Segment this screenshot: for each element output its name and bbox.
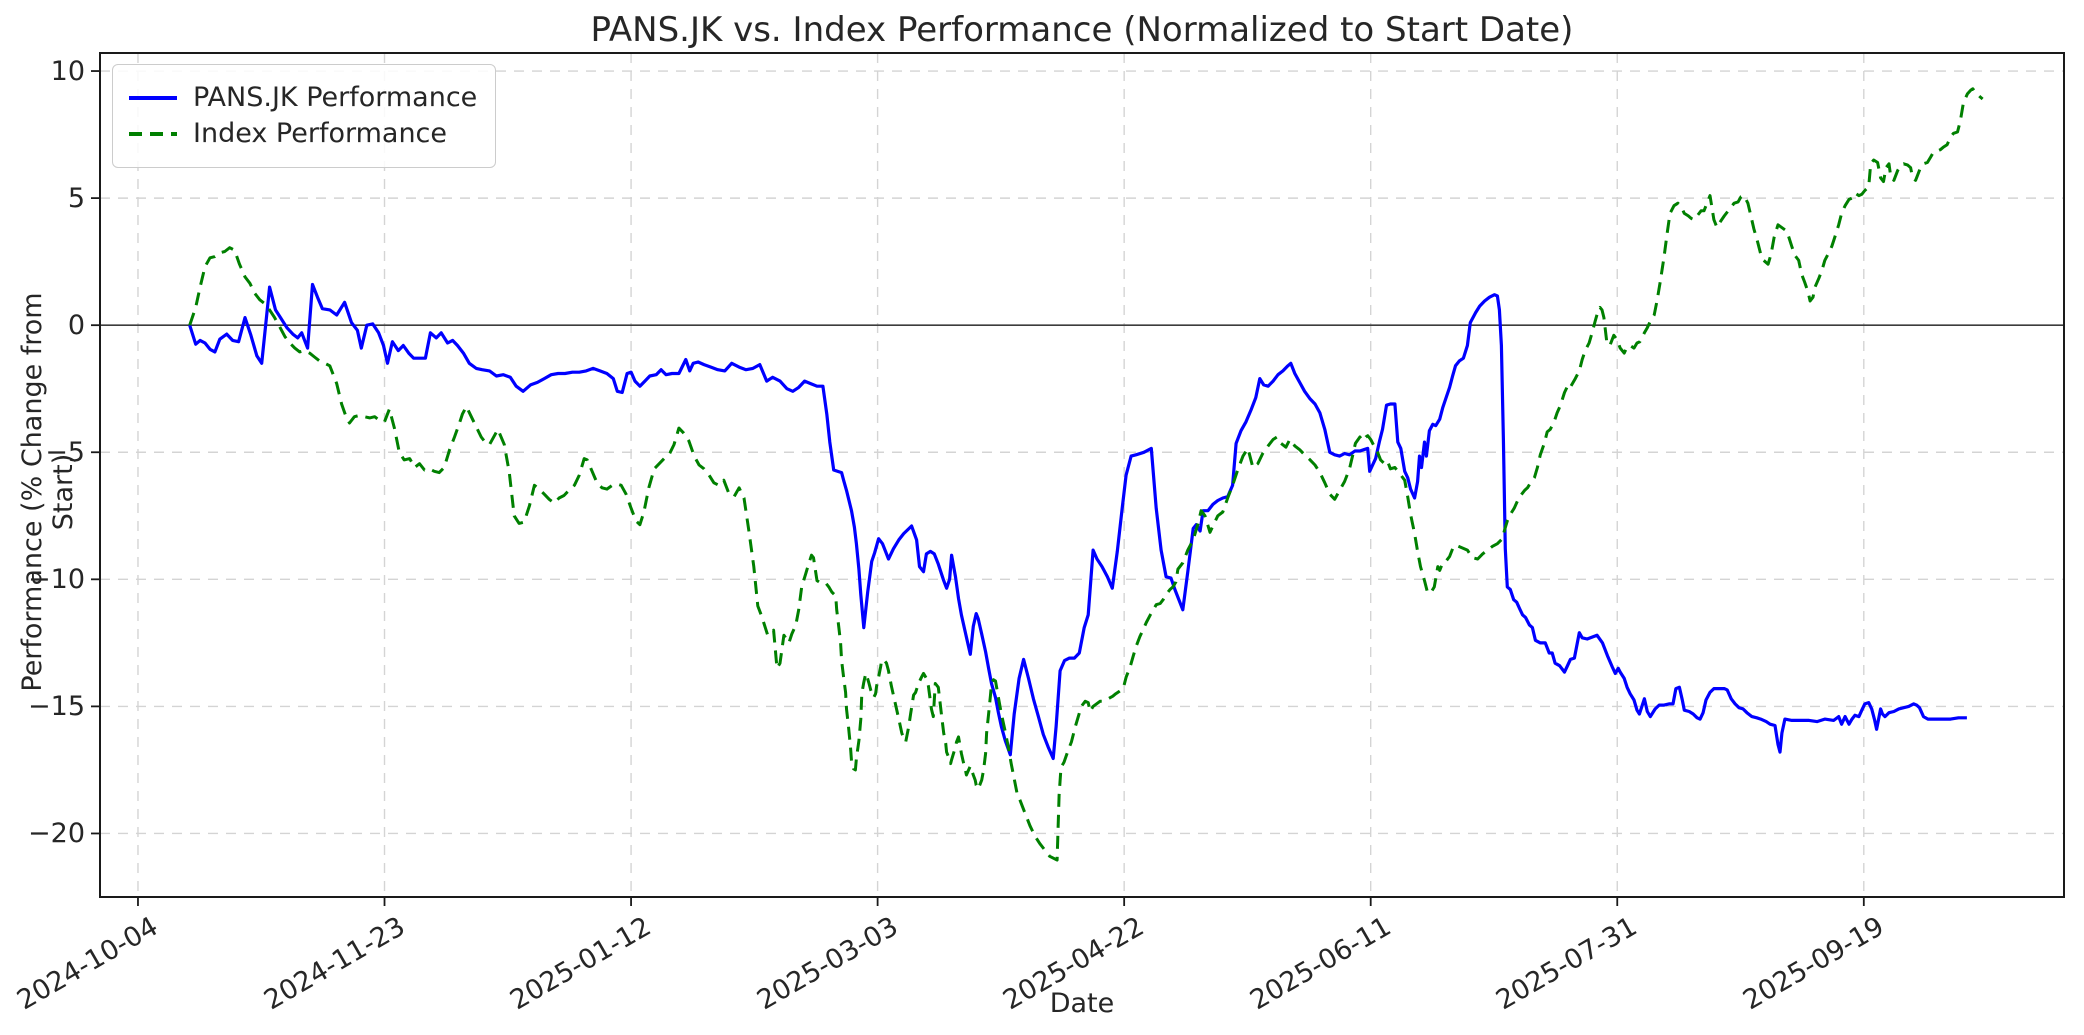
- legend-entry-index: Index Performance: [129, 119, 477, 149]
- index-line-sample-icon: [129, 132, 177, 136]
- legend-entry-stock: PANS.JK Performance: [129, 83, 477, 113]
- stock-line-sample-icon: [129, 96, 177, 100]
- legend-label-index: Index Performance: [193, 118, 448, 149]
- chart-title: PANS.JK vs. Index Performance (Normalize…: [590, 10, 1574, 50]
- y-tick-label: −5: [45, 436, 85, 468]
- y-tick-label: 0: [67, 309, 85, 341]
- axes-spines: [99, 52, 2065, 898]
- legend: PANS.JK Performance Index Performance: [112, 64, 497, 168]
- x-axis-label: Date: [1049, 988, 1115, 1019]
- y-axis-label: Performance (% Change from Start): [17, 292, 79, 692]
- stock-performance-line: [188, 282, 1967, 761]
- index-performance-line: [188, 87, 1984, 862]
- y-tick-label: 5: [67, 182, 85, 214]
- legend-label-stock: PANS.JK Performance: [193, 82, 478, 113]
- y-tick-label: 10: [50, 55, 85, 87]
- y-tick-label: −20: [28, 817, 85, 849]
- y-tick-label: −10: [28, 563, 85, 595]
- y-tick-label: −15: [28, 690, 85, 722]
